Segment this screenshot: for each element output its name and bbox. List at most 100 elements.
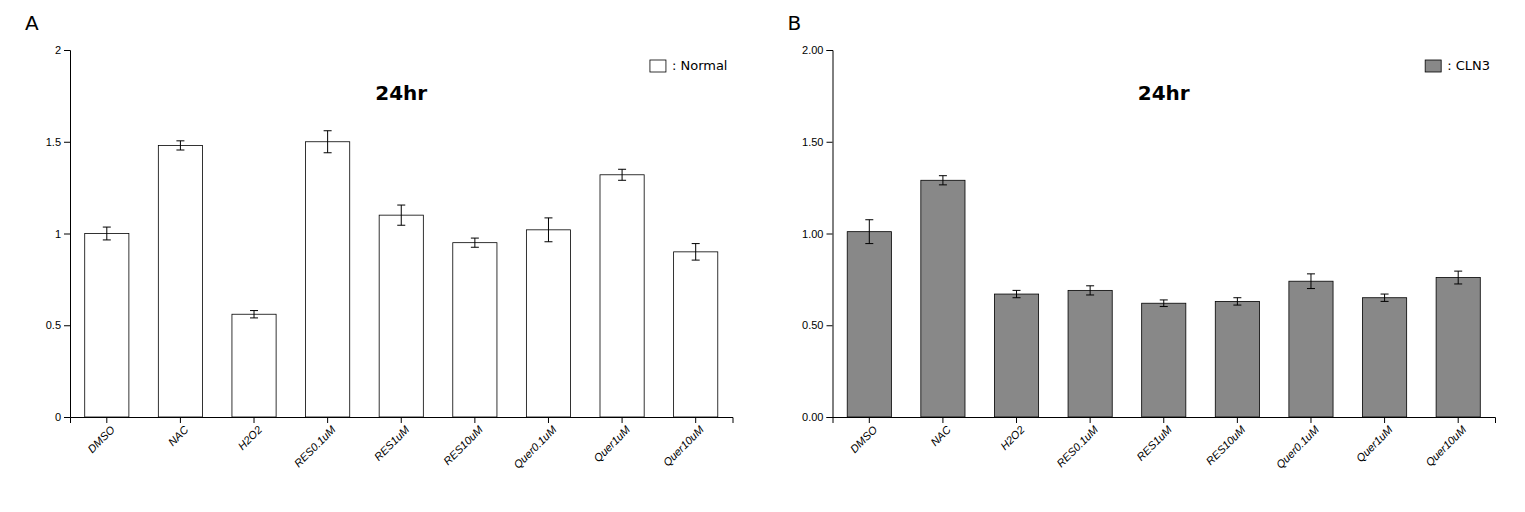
tick: NAC	[928, 417, 953, 448]
bar	[1289, 281, 1333, 417]
y-axis: 0.000.501.001.502.00	[802, 44, 833, 423]
panel-label: A	[25, 11, 39, 35]
tick: RES0.1uM	[292, 417, 339, 469]
tick-mark	[327, 417, 328, 423]
tick-label: RES0.1uM	[1054, 423, 1101, 470]
tick: Quer1uM	[1354, 417, 1396, 464]
tick-label: RES0.1uM	[292, 423, 339, 470]
error-bar	[1013, 290, 1021, 297]
bar	[1142, 303, 1186, 417]
legend-swatch	[650, 60, 666, 72]
tick-mark	[64, 325, 70, 326]
tick-mark	[1384, 417, 1385, 423]
tick-mark	[64, 417, 70, 418]
tick: Quer10uM	[1423, 417, 1469, 469]
tick-label: Quer10uM	[1423, 423, 1469, 469]
tick-label: 0.5	[46, 319, 61, 331]
panel: 00.511.52DMSONACH2O2RES0.1uMRES1uMRES10u…	[46, 44, 733, 471]
tick-label: NAC	[928, 423, 953, 448]
tick-label: Quer0.1uM	[1274, 423, 1322, 471]
tick-label: 1.5	[46, 136, 61, 148]
tick-mark	[827, 234, 833, 235]
bar	[600, 175, 644, 417]
tick-label: 0.00	[802, 411, 823, 423]
figure: 0 0.5 1 1.5 2 DMSO NAC H2O2 RES0.1uM RES1uM RES10u…	[0, 0, 1525, 512]
legend-label: : CLN3	[1447, 58, 1490, 73]
tick-label: 2	[55, 44, 61, 56]
legend-label: : Normal	[672, 58, 728, 73]
error-bar	[1233, 298, 1241, 305]
bar	[1215, 301, 1259, 417]
error-bar	[1381, 294, 1389, 301]
tick-label: RES10uM	[441, 423, 486, 468]
tick-mark	[827, 325, 833, 326]
tick-mark	[869, 417, 870, 423]
tick: RES10uM	[441, 417, 486, 467]
bar	[921, 180, 965, 417]
tick: RES1uM	[372, 417, 412, 463]
error-bar	[250, 311, 258, 318]
panel: 0.000.501.001.502.00DMSONACH2O2RES0.1uMR…	[802, 44, 1495, 471]
legend-swatch	[1425, 60, 1441, 72]
tick-mark	[1163, 417, 1164, 423]
tick-mark	[254, 417, 255, 423]
tick: 0	[55, 411, 70, 423]
tick: 2	[55, 44, 70, 56]
bar	[379, 215, 423, 417]
error-bar	[1454, 271, 1462, 284]
tick-mark	[401, 417, 402, 423]
tick-mark	[64, 234, 70, 235]
tick: RES1uM	[1134, 417, 1174, 463]
tick-label: Quer0.1uM	[511, 423, 559, 471]
x-axis: DMSONACH2O2RES0.1uMRES1uMRES10uMQuer0.1u…	[833, 417, 1496, 471]
tick: 0.5	[46, 319, 70, 331]
legend-item: : Normal	[650, 58, 728, 73]
axis-line	[833, 418, 1496, 424]
error-bar	[939, 176, 947, 185]
tick: NAC	[166, 417, 191, 448]
tick: Quer1uM	[591, 417, 633, 464]
legend: : CLN3	[1425, 58, 1490, 73]
tick-mark	[827, 50, 833, 51]
tick-label: Quer1uM	[591, 423, 633, 465]
tick: Quer10uM	[661, 417, 707, 469]
tick-label: Quer10uM	[661, 423, 707, 469]
tick-label: H2O2	[235, 423, 264, 452]
error-bar	[103, 227, 111, 240]
tick: Quer0.1uM	[1274, 417, 1322, 471]
tick-mark	[1090, 417, 1091, 423]
bar	[1068, 290, 1112, 417]
bar	[847, 232, 891, 417]
tick-mark	[827, 142, 833, 143]
tick: 0.00	[802, 411, 832, 423]
bar	[526, 230, 570, 417]
tick: 0.50	[802, 319, 832, 331]
tick-mark	[180, 417, 181, 423]
tick: H2O2	[235, 417, 264, 452]
panel-label: B	[788, 11, 802, 35]
tick-mark	[64, 142, 70, 143]
bar	[306, 142, 350, 417]
tick: Quer0.1uM	[511, 417, 559, 471]
tick: RES0.1uM	[1054, 417, 1101, 469]
tick: 1.5	[46, 136, 70, 148]
bar	[85, 234, 129, 418]
axis-line	[64, 51, 71, 418]
tick-mark	[827, 417, 833, 418]
error-bar	[544, 218, 552, 242]
tick-mark	[1237, 417, 1238, 423]
tick-label: Quer1uM	[1354, 423, 1396, 465]
y-axis: 0 0.5 1 1.5 2	[46, 44, 71, 423]
tick: DMSO	[848, 417, 880, 455]
marks	[85, 131, 718, 417]
tick-mark	[106, 417, 107, 423]
tick: 1.50	[802, 136, 832, 148]
tick-mark	[1016, 417, 1017, 423]
error-bar	[1086, 286, 1094, 295]
tick: 1	[55, 228, 70, 240]
bar	[453, 243, 497, 417]
tick: 1.00	[802, 228, 832, 240]
error-bar	[618, 169, 626, 180]
error-bar	[324, 131, 332, 153]
bar	[674, 252, 718, 417]
